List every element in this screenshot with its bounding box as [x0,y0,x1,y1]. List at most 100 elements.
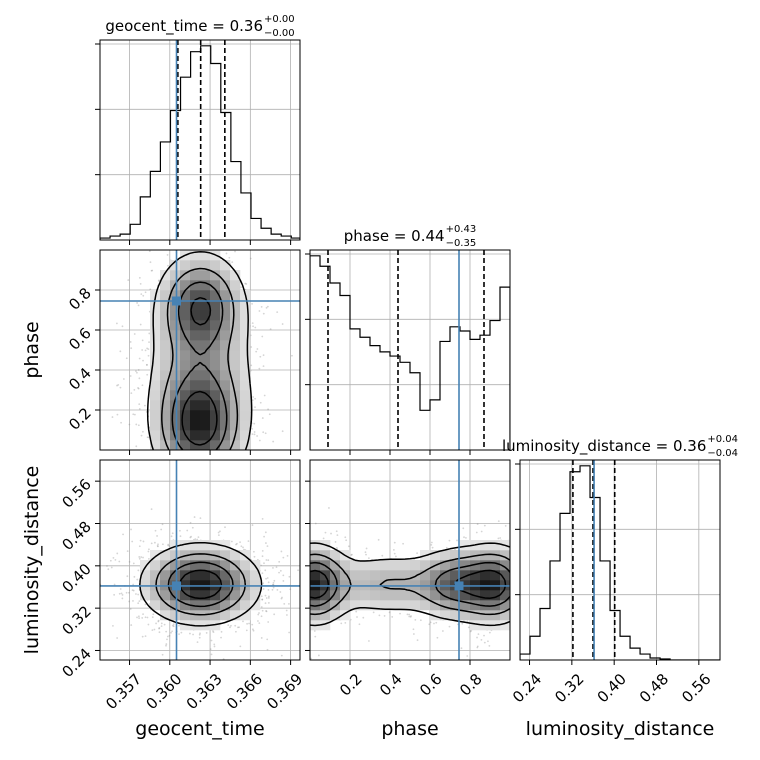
sample-point [408,615,411,618]
sample-point [238,626,240,629]
sample-point [122,533,124,536]
sample-point [267,408,269,411]
sample-point [265,559,268,561]
sample-point [128,561,131,563]
density-cell [320,550,331,561]
density-cell [180,610,191,621]
density-cell [460,610,471,621]
sample-point [483,524,486,527]
density-cell [170,610,181,621]
sample-point [279,591,282,593]
density-cell [240,420,251,431]
sample-point [135,593,137,595]
density-cell [430,570,441,581]
density-cell [350,590,361,601]
density-cell [230,300,241,311]
density-cell [440,550,451,561]
density-cell [330,600,341,611]
sample-point [149,288,152,291]
sample-point [250,364,253,367]
sample-point [165,630,168,633]
density-cell [430,600,441,611]
density-cell [150,320,161,331]
sample-point [245,283,248,285]
density-cell [190,300,201,311]
sample-point [189,536,192,539]
density-cell [230,600,241,611]
sample-point [258,367,261,370]
sample-point [280,597,283,600]
sample-point [122,378,125,380]
density-cell [230,610,241,621]
density-cell [400,590,411,601]
density-cell [180,310,191,321]
density-cell [360,590,371,601]
sample-point [272,567,274,569]
sample-point [409,615,412,618]
sample-point [236,542,238,545]
sample-point [119,588,122,590]
sample-point [261,572,264,575]
density-cell [150,550,161,561]
density-cell [230,400,241,411]
density-cell [200,280,211,291]
density-cell [200,410,211,421]
sample-point [428,623,431,626]
sample-point [132,600,134,602]
density-cell [220,330,231,341]
sample-point [157,619,160,622]
density-cell [440,590,451,601]
sample-point [271,588,274,591]
sample-point [117,383,120,386]
density-cell [170,590,181,601]
density-cell [190,270,201,281]
density-cell [240,610,251,621]
density-cell [140,560,151,571]
title-lower-error: −0.35 [446,238,477,249]
density-cell [230,590,241,601]
density-cell [150,600,161,611]
sample-point [255,350,258,353]
density-cell [370,570,381,581]
sample-point [475,531,478,534]
sample-point [254,397,257,400]
sample-point [138,357,141,360]
density-cell [200,290,211,301]
sample-point [254,326,257,329]
histogram-step-luminosity_distance [520,465,720,660]
sample-point [125,357,128,360]
density-cell [170,410,181,421]
density-cell [240,390,251,401]
density-cell [240,380,251,391]
sample-point [197,536,200,538]
sample-point [209,648,212,651]
sample-point [429,621,432,624]
sample-point [148,341,150,344]
sample-point [362,616,365,619]
sample-point [261,555,264,558]
density-cell [150,400,161,411]
density-cell [210,260,221,271]
sample-point [262,588,265,590]
density-cell [150,570,161,581]
sample-point [324,531,327,534]
density-cell [320,610,331,621]
sample-point [253,555,256,558]
sample-point [262,431,265,434]
density-cell [190,250,201,261]
density-cell [190,350,201,361]
sample-point [234,624,237,627]
density-cell [200,320,211,331]
sample-point [156,535,158,537]
density-cell [240,590,251,601]
sample-point [239,541,241,543]
density-cell [180,320,191,331]
sample-point [158,280,161,282]
sample-point [158,627,160,630]
sample-point [227,624,230,627]
sample-point [273,613,276,616]
sample-point [466,620,469,623]
density-cell [450,610,461,621]
sample-point [160,622,163,625]
density-cell [180,380,191,391]
